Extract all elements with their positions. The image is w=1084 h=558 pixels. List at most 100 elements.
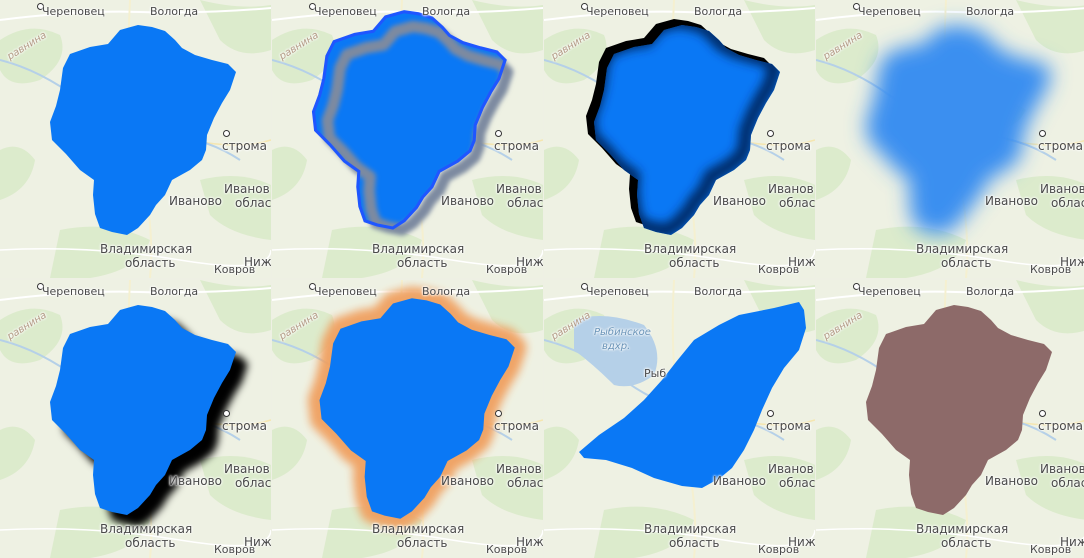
region-shape — [50, 305, 236, 515]
style-tile-plain-fill[interactable]: Череповец Вологда равнина строма Иваново Иван… — [0, 0, 271, 278]
city-dot-kostroma — [1039, 130, 1046, 137]
map-canvas — [272, 0, 543, 278]
map-label-ivanovo: Иваново — [169, 474, 223, 488]
city-dot-kostroma — [223, 130, 230, 137]
map-label-nizhny: Ниж — [788, 255, 815, 269]
style-tile-blur[interactable]: Череповец Вологда равнина строма Иваново Иван… — [816, 0, 1084, 278]
map-label-ivanovo-oblast-1: Иванов — [496, 182, 542, 196]
map-label-kovrov: Ковров — [758, 263, 800, 276]
map-label-kostroma: строма — [494, 419, 539, 433]
city-dot-cherepovets — [853, 283, 860, 290]
map-label-nizhny: Ниж — [244, 255, 271, 269]
map-label-vladimir-oblast-2: область — [941, 256, 992, 270]
map-label-ivanovo: Иваново — [713, 474, 767, 488]
map-label-vladimir-oblast-1: Владимирская — [100, 522, 193, 536]
map-label-vologda: Вологда — [966, 285, 1015, 298]
map-label-ivanovo-oblast-1: Иванов — [1040, 462, 1084, 476]
map-canvas — [816, 280, 1084, 558]
map-label-ivanovo-oblast-1: Иванов — [224, 182, 270, 196]
city-dot-cherepovets — [309, 283, 316, 290]
map-label-vladimir-oblast-1: Владимирская — [100, 242, 193, 256]
map-label-ivanovo-oblast-2: облас — [235, 196, 271, 210]
city-dot-cherepovets — [309, 3, 316, 10]
style-tile-inner-glow-outline[interactable]: Череповец Вологда равнина строма Иваново Иван… — [272, 0, 543, 278]
map-label-vladimir-oblast-2: область — [669, 256, 720, 270]
map-label-kovrov: Ковров — [214, 543, 256, 556]
map-label-kostroma: строма — [1038, 419, 1083, 433]
map-canvas — [0, 280, 271, 558]
city-dot-kostroma — [767, 130, 774, 137]
map-label-cherepovets: Череповец — [42, 5, 105, 18]
map-label-vologda: Вологда — [694, 285, 743, 298]
map-label-vladimir-oblast-1: Владимирская — [916, 242, 1009, 256]
map-label-cherepovets: Череповец — [858, 285, 921, 298]
map-label-kovrov: Ковров — [758, 543, 800, 556]
map-label-kovrov: Ковров — [486, 263, 528, 276]
map-label-ivanovo-oblast-2: облас — [779, 196, 815, 210]
style-tile-outer-glow[interactable]: Череповец Вологда равнина строма Иваново Иван… — [272, 280, 543, 558]
map-label-vladimir-oblast-1: Владимирская — [644, 242, 737, 256]
map-label-kovrov: Ковров — [1030, 263, 1072, 276]
style-tile-drop-shadow[interactable]: Череповец Вологда равнина строма Иваново Иван… — [0, 280, 271, 558]
map-label-kovrov: Ковров — [214, 263, 256, 276]
map-label-vladimir-oblast-2: область — [397, 256, 448, 270]
region-shape — [50, 25, 236, 235]
map-label-ivanovo-oblast-2: облас — [235, 476, 271, 490]
map-label-vologda: Вологда — [150, 5, 199, 18]
map-label-cherepovets: Череповец — [586, 285, 649, 298]
region-shape — [866, 305, 1052, 515]
map-canvas — [816, 0, 1084, 278]
city-dot-cherepovets — [37, 3, 44, 10]
map-canvas — [0, 0, 271, 278]
city-dot-cherepovets — [37, 283, 44, 290]
map-label-cherepovets: Череповец — [314, 285, 377, 298]
map-label-ivanovo-oblast-1: Иванов — [496, 462, 542, 476]
map-label-ivanovo: Иваново — [985, 474, 1039, 488]
map-label-ivanovo: Иваново — [441, 194, 495, 208]
map-label-nizhny: Ниж — [1060, 255, 1084, 269]
map-label-rybinskoe-vdhr: вдхр. — [602, 341, 631, 352]
map-label-kostroma: строма — [222, 419, 267, 433]
map-label-rybinskoe: Рыбинское — [594, 327, 651, 338]
map-label-ivanovo: Иваново — [985, 194, 1039, 208]
map-label-nizhny: Ниж — [516, 535, 543, 549]
map-canvas — [544, 0, 815, 278]
map-label-ivanovo-oblast-1: Иванов — [224, 462, 270, 476]
map-label-ivanovo-oblast-1: Иванов — [768, 182, 814, 196]
map-label-ivanovo-oblast-2: облас — [507, 196, 543, 210]
region-shape — [866, 25, 1052, 235]
map-canvas — [272, 280, 543, 558]
map-label-vladimir-oblast-1: Владимирская — [372, 522, 465, 536]
map-label-vladimir-oblast-2: область — [669, 536, 720, 550]
style-tile-inner-shadow[interactable]: Череповец Вологда равнина строма Иваново Иван… — [544, 0, 815, 278]
map-label-vladimir-oblast-1: Владимирская — [644, 522, 737, 536]
map-label-vladimir-oblast-2: область — [941, 536, 992, 550]
city-dot-cherepovets — [853, 3, 860, 10]
map-label-vologda: Вологда — [966, 5, 1015, 18]
city-dot-kostroma — [1039, 410, 1046, 417]
region-shape — [594, 25, 780, 235]
map-label-ivanovo-oblast-2: облас — [779, 476, 815, 490]
map-label-kostroma: строма — [766, 139, 811, 153]
map-label-ivanovo: Иваново — [441, 474, 495, 488]
map-label-ivanovo-oblast-1: Иванов — [1040, 182, 1084, 196]
style-tile-brown-fill[interactable]: Череповец Вологда равнина строма Иваново Иван… — [816, 280, 1084, 558]
map-label-ivanovo-oblast-2: облас — [1051, 476, 1084, 490]
map-label-nizhny: Ниж — [516, 255, 543, 269]
map-label-cherepovets: Череповец — [314, 5, 377, 18]
map-label-cherepovets: Череповец — [586, 5, 649, 18]
map-label-cherepovets: Череповец — [42, 285, 105, 298]
style-tile-transformed-skew[interactable]: Череповец Вологда равнина Рыбинское вдхр. Рыб… — [544, 280, 815, 558]
map-label-vladimir-oblast-2: область — [125, 256, 176, 270]
map-label-nizhny: Ниж — [244, 535, 271, 549]
map-label-ivanovo-oblast-2: облас — [507, 476, 543, 490]
map-label-kovrov: Ковров — [486, 543, 528, 556]
map-label-cherepovets: Череповец — [858, 5, 921, 18]
map-label-vologda: Вологда — [150, 285, 199, 298]
city-dot-kostroma — [223, 410, 230, 417]
map-label-nizhny: Ниж — [788, 535, 815, 549]
city-dot-kostroma — [495, 130, 502, 137]
map-label-kovrov: Ковров — [1030, 543, 1072, 556]
region-shape — [319, 298, 515, 519]
